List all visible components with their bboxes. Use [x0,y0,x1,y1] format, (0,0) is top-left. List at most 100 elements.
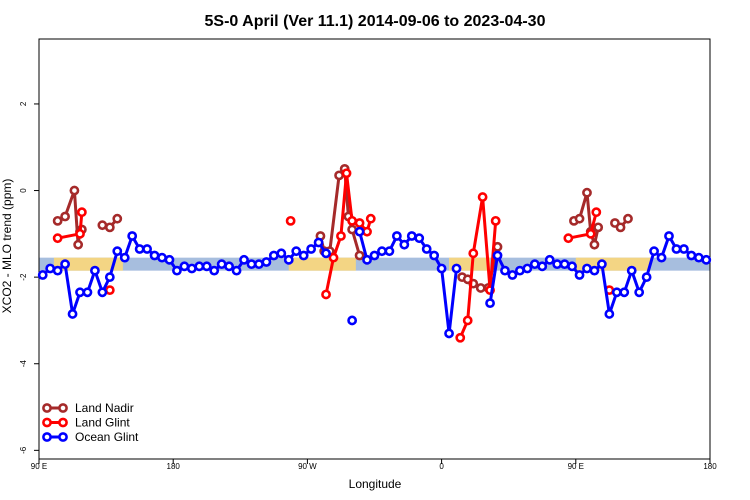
data-point-2-0-10 [112,246,123,257]
data-point-0-2-7 [354,250,365,261]
data-point-1-0-0 [52,233,63,244]
data-point-2-3-3 [507,270,518,280]
data-point-1-1-0 [104,285,115,296]
y-tick-label-3: -4 [19,360,28,368]
data-point-0-0-3 [73,239,84,250]
data-point-2-0-25 [224,261,235,272]
data-point-2-3-27 [686,250,697,261]
y-axis: 2 0 -2 -4 -6 [19,101,39,454]
data-point-0-4-5 [593,222,604,233]
x-tick-label-2: 90 W [298,462,317,471]
data-point-2-0-4 [67,309,78,319]
legend-label-0: Land Nadir [75,401,134,415]
data-point-2-0-15 [149,250,160,261]
data-point-2-0-24 [216,259,227,270]
data-point-2-2-9 [421,244,432,254]
data-point-2-0-37 [313,237,324,248]
data-point-2-2-4 [384,246,395,257]
data-point-2-3-9 [552,259,563,270]
data-point-1-0-1 [75,228,85,239]
data-point-0-3-3 [475,283,486,293]
data-point-2-3-29 [701,254,712,265]
data-point-0-5-1 [615,222,626,233]
data-point-0-4-1 [574,213,585,224]
data-point-2-0-35 [298,250,309,261]
data-point-2-2-2 [369,250,380,261]
plot-frame [38,38,711,460]
data-point-2-3-26 [679,244,689,254]
data-point-2-3-16 [604,309,615,319]
data-point-1-4-5 [490,215,501,226]
data-point-2-3-14 [589,265,600,276]
legend-marker-right-1 [58,417,68,428]
data-point-2-3-17 [611,287,622,298]
data-point-2-3-11 [567,261,577,272]
data-point-2-3-25 [671,244,682,254]
data-point-2-0-20 [186,263,197,274]
data-point-0-0-1 [60,211,70,222]
x-tick-label-3: 0 [439,462,444,471]
data-point-2-0-3 [60,259,70,270]
legend-label-1: Land Glint [75,416,130,430]
data-point-2-3-0 [485,298,495,309]
data-point-0-2-6 [347,224,358,235]
y-tick-label-1: 0 [19,188,28,193]
data-point-2-0-12 [127,231,138,241]
data-point-2-0-17 [164,254,175,265]
data-point-2-3-24 [664,231,674,241]
data-point-2-2-3 [377,246,387,257]
data-point-1-4-2 [468,248,479,259]
data-point-2-0-29 [254,259,264,270]
data-point-2-0-26 [231,265,242,276]
data-point-2-3-20 [634,287,645,298]
y-tick-label-2: -2 [19,273,28,281]
data-point-2-2-0 [354,226,365,237]
data-point-2-3-4 [514,265,525,276]
data-point-2-2-8 [414,233,425,244]
data-point-2-0-18 [172,265,182,276]
data-point-2-3-28 [693,252,704,263]
data-point-0-4-2 [582,187,592,198]
x-axis-label: Longitude [349,477,402,491]
data-point-2-0-0 [37,270,48,280]
data-point-1-3-4 [347,215,358,226]
data-point-2-0-27 [239,254,249,265]
series-layer [37,163,712,343]
legend-marker-right-0 [58,403,68,413]
data-point-2-3-6 [529,259,540,270]
data-point-2-3-7 [537,261,548,272]
data-point-1-3-3 [341,168,352,179]
series-line-2-0 [41,234,328,316]
data-point-1-6-2 [591,207,602,218]
data-point-2-0-31 [268,250,279,261]
data-point-1-3-5 [354,218,365,228]
data-point-2-2-12 [444,328,454,339]
data-point-2-2-13 [451,263,462,274]
data-point-2-0-23 [209,265,220,276]
data-point-2-3-19 [626,265,637,276]
data-point-1-4-1 [462,315,473,326]
data-point-2-0-19 [179,261,190,272]
band-highlight-1 [288,257,356,271]
data-point-0-1-1 [104,222,115,233]
data-point-1-3-2 [336,231,346,241]
data-point-2-0-30 [261,257,272,267]
data-point-2-0-22 [201,261,212,272]
data-point-2-2-1 [362,254,372,265]
data-point-2-0-36 [306,244,317,254]
data-point-0-1-0 [97,220,108,231]
data-point-1-6-0 [563,233,574,244]
data-point-2-1-0 [347,315,358,326]
data-point-2-0-11 [119,252,130,263]
chart-title: 5S-0 April (Ver 11.1) 2014-09-06 to 2023… [205,13,546,30]
data-point-2-0-8 [97,287,108,298]
data-point-2-2-7 [406,231,417,241]
data-point-2-3-10 [559,259,570,270]
x-axis: 90 E 180 90 W 0 90 E 180 [31,459,717,471]
data-point-1-3-6 [362,226,372,237]
data-point-0-0-2 [69,185,80,196]
data-point-0-1-2 [112,213,123,224]
data-point-2-0-28 [246,259,257,270]
data-point-2-3-12 [574,270,585,280]
